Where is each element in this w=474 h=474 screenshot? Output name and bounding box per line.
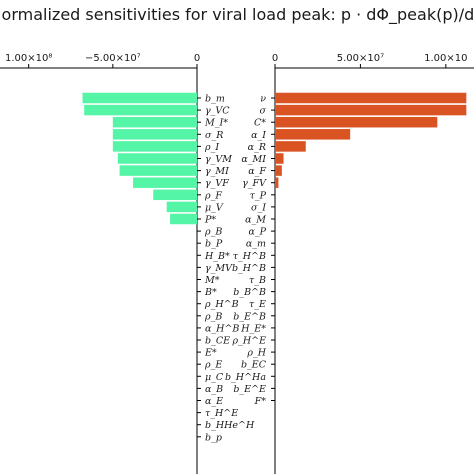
category-label: τ_H^B <box>233 251 266 262</box>
left-panel: 1.00×10⁸ −5.00×10⁷ 0b_mγ_VCM_I*σ_Rρ_Iγ_VMγ… <box>0 53 255 474</box>
category-label: γ_FV <box>242 178 267 189</box>
x-tick-label: 1.00×10⁸ <box>5 53 52 64</box>
category-label: b_P <box>205 239 223 250</box>
bar <box>275 177 279 188</box>
bar <box>275 153 284 164</box>
category-label: τ_E <box>249 299 266 310</box>
category-label: b_H^Ha <box>225 372 266 383</box>
bar <box>82 92 197 104</box>
category-label: μ_C <box>205 372 224 383</box>
plot-frame <box>0 67 198 474</box>
bar <box>275 116 438 128</box>
category-label: α_F <box>248 166 266 177</box>
category-label: α_E <box>205 396 223 407</box>
category-label: ρ_I <box>204 142 219 153</box>
bar <box>275 141 306 152</box>
chart-title: Normalized sensitivities for viral load … <box>0 5 474 25</box>
x-tick-label: 1.00×10 <box>424 53 467 64</box>
category-label: b_HHe^H <box>205 420 255 431</box>
bar <box>275 104 467 116</box>
bar <box>117 153 197 164</box>
bar <box>119 165 197 176</box>
category-label: M_I* <box>204 118 228 129</box>
bar <box>170 213 197 225</box>
category-label: μ_V <box>205 202 224 213</box>
right-panel: 0 5.00×10⁷ 1.00×10 νσC*α_Iα_Rα_MIα_Fγ_FVτ_P… <box>225 53 474 474</box>
category-label: b_H^B <box>232 263 266 274</box>
category-label: b_E^B <box>233 311 266 322</box>
category-label: M* <box>204 275 220 286</box>
bar <box>112 129 197 140</box>
x-tick-label: 0 <box>194 53 200 64</box>
category-label: α_M <box>245 215 266 226</box>
category-label: ρ_B <box>204 227 222 238</box>
category-label: C* <box>254 118 266 129</box>
category-label: ρ_E <box>204 360 222 371</box>
category-label: α_MI <box>241 154 266 165</box>
category-label: α_B <box>205 384 223 395</box>
category-label: γ_MI <box>205 166 229 177</box>
category-label: b_EC <box>241 360 267 371</box>
category-label: ρ_B <box>204 311 222 322</box>
category-label: ρ_H^B <box>204 299 239 310</box>
bar <box>275 129 351 140</box>
category-label: γ_VC <box>205 106 230 117</box>
category-label: b_CE <box>205 336 230 347</box>
category-label: α_I <box>251 130 266 141</box>
bar <box>84 104 197 116</box>
category-label: ρ_H <box>246 348 266 359</box>
category-label: P* <box>204 215 216 226</box>
bar <box>275 92 467 104</box>
category-label: τ_P <box>250 190 267 201</box>
category-label: B* <box>204 287 217 298</box>
category-label: τ_H^E <box>205 408 238 419</box>
category-label: α_m <box>246 239 266 250</box>
category-label: b_m <box>205 94 225 105</box>
x-tick-label: 5.00×10⁷ <box>337 53 384 64</box>
category-label: b_E^E <box>233 384 266 395</box>
plot-frame <box>274 67 474 474</box>
x-tick-label: 0 <box>272 53 278 64</box>
category-label: τ_B <box>249 275 266 286</box>
category-label: σ <box>260 106 267 117</box>
category-label: γ_MV <box>205 263 233 274</box>
category-label: σ_I <box>251 202 266 213</box>
category-label: ρ_F <box>204 190 222 201</box>
bar <box>133 177 197 188</box>
category-label: E* <box>204 348 217 359</box>
category-label: F* <box>254 396 267 407</box>
bar <box>153 189 197 201</box>
category-label: α_R <box>248 142 266 153</box>
category-label: b_B^B <box>233 287 266 298</box>
category-label: ρ_H^E <box>231 336 266 347</box>
category-label: γ_VM <box>205 154 232 165</box>
bar <box>275 165 282 176</box>
category-label: H_E* <box>240 323 266 334</box>
category-label: ν <box>260 94 266 105</box>
bar <box>112 116 197 128</box>
bar <box>112 141 197 152</box>
bar <box>166 201 197 213</box>
category-label: H_B* <box>204 251 230 262</box>
category-label: b_p <box>205 432 222 443</box>
category-label: α_P <box>248 227 266 238</box>
category-label: γ_VF <box>205 178 229 189</box>
x-tick-label: −5.00×10⁷ <box>85 53 141 64</box>
category-label: α_H^B <box>205 323 239 334</box>
category-label: σ_R <box>205 130 223 141</box>
